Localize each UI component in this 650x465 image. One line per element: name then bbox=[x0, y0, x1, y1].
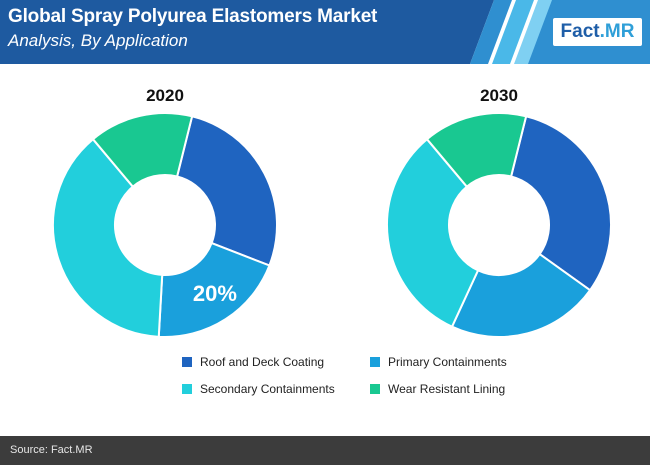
slice-secondary-containments bbox=[52, 137, 164, 338]
donut-charts: 2020 20% 2030 bbox=[52, 86, 612, 338]
legend-item-roof-and-deck-coating: Roof and Deck Coating bbox=[182, 355, 324, 369]
slice-wear-resistant-lining bbox=[91, 112, 194, 189]
legend-swatch bbox=[182, 384, 192, 394]
header-band bbox=[0, 0, 494, 64]
slice-roof-and-deck-coating bbox=[175, 115, 278, 267]
page-subtitle: Analysis, By Application bbox=[8, 31, 188, 50]
logo-text-fact: Fact bbox=[560, 21, 600, 42]
donut-chart-2020: 2020 20% bbox=[52, 86, 278, 338]
legend-label: Secondary Containments bbox=[200, 382, 335, 396]
slice-roof-and-deck-coating bbox=[509, 115, 612, 292]
factmr-logo: Fact .MR bbox=[553, 18, 642, 46]
slice-secondary-containments bbox=[386, 137, 480, 328]
legend-item-secondary-containments: Secondary Containments bbox=[182, 382, 335, 396]
legend-label: Primary Containments bbox=[388, 355, 507, 369]
header-banner: Global Spray Polyurea Elastomers Market … bbox=[0, 0, 650, 64]
slice-wear-resistant-lining bbox=[425, 112, 528, 189]
legend-label: Wear Resistant Lining bbox=[388, 382, 506, 396]
legend-label: Roof and Deck Coating bbox=[200, 355, 325, 369]
donut-chart-2030: 2030 bbox=[386, 86, 612, 338]
data-label: 20% bbox=[193, 281, 237, 306]
legend-item-primary-containments: Primary Containments bbox=[370, 355, 507, 369]
header-stripe-1 bbox=[470, 0, 512, 64]
header-background bbox=[0, 0, 650, 64]
legend-swatch bbox=[182, 357, 192, 367]
slice-primary-containments bbox=[450, 252, 592, 338]
legend-swatch bbox=[370, 357, 380, 367]
slice-primary-containments bbox=[157, 241, 271, 338]
legend-swatch bbox=[370, 384, 380, 394]
legend-item-wear-resistant-lining: Wear Resistant Lining bbox=[370, 382, 505, 396]
chart-title: 2030 bbox=[480, 86, 518, 105]
page-title: Global Spray Polyurea Elastomers Market bbox=[8, 6, 378, 27]
header-stripe-3 bbox=[514, 0, 552, 64]
chart-legend: Roof and Deck Coating Primary Containment… bbox=[178, 350, 558, 400]
footer-bar: Source: Fact.MR bbox=[0, 436, 650, 465]
source-note: Source: Fact.MR bbox=[10, 444, 93, 456]
logo-text-mr: .MR bbox=[599, 21, 635, 42]
header-stripe-2 bbox=[492, 0, 534, 64]
chart-title: 2020 bbox=[146, 86, 184, 105]
